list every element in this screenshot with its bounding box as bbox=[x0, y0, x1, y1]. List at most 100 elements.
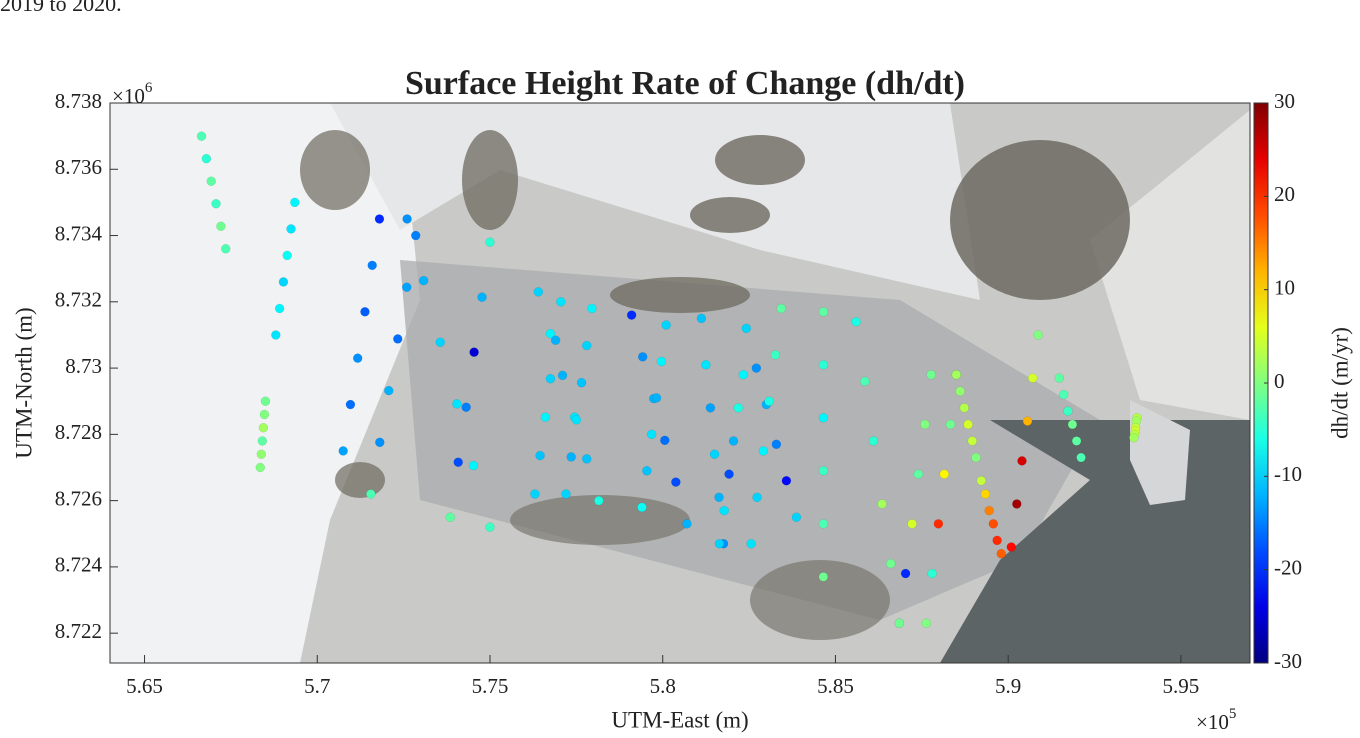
track-point bbox=[259, 409, 270, 420]
track-point bbox=[771, 439, 782, 450]
track-point bbox=[646, 429, 657, 440]
track-point bbox=[671, 477, 681, 487]
track-point bbox=[540, 412, 551, 422]
track-point bbox=[402, 214, 412, 224]
track-point bbox=[1022, 416, 1033, 426]
track-point bbox=[550, 335, 561, 346]
track-point bbox=[557, 370, 568, 381]
track-point bbox=[469, 347, 479, 357]
x-exponent-power: 5 bbox=[1229, 706, 1237, 722]
track-point bbox=[201, 153, 212, 164]
track-point bbox=[933, 519, 944, 529]
track-point bbox=[746, 538, 756, 549]
track-point bbox=[453, 457, 463, 467]
track-point bbox=[642, 466, 652, 476]
track-point bbox=[256, 449, 267, 459]
y-exponent-power: 6 bbox=[145, 80, 153, 96]
track-point bbox=[1129, 432, 1139, 443]
track-point bbox=[220, 244, 231, 254]
track-point bbox=[384, 385, 394, 396]
track-point bbox=[709, 449, 720, 459]
track-point bbox=[533, 287, 544, 297]
track-point bbox=[345, 399, 356, 410]
track-point bbox=[274, 303, 285, 314]
track-point bbox=[352, 353, 363, 363]
track-point bbox=[401, 282, 412, 292]
tracks bbox=[196, 131, 1142, 628]
track-point bbox=[945, 419, 956, 430]
track-point bbox=[682, 519, 692, 529]
track-point bbox=[211, 198, 221, 209]
track-point bbox=[206, 176, 216, 186]
plot-frame bbox=[109, 102, 1251, 664]
track-point bbox=[561, 489, 571, 499]
track-point bbox=[971, 452, 981, 463]
track-point bbox=[927, 568, 937, 579]
track-point bbox=[907, 519, 917, 529]
track-point bbox=[656, 356, 667, 367]
track-point bbox=[752, 492, 762, 503]
track-point bbox=[435, 337, 446, 347]
track-point bbox=[877, 499, 887, 509]
track-point bbox=[776, 303, 786, 314]
colorbar-tick-label: 20 bbox=[1274, 182, 1295, 206]
track-point bbox=[367, 260, 377, 271]
track-point bbox=[1067, 419, 1078, 430]
y-exponent: ×106 bbox=[112, 80, 153, 107]
track-point bbox=[818, 519, 829, 529]
track-point bbox=[926, 369, 936, 380]
track-point bbox=[733, 403, 744, 413]
x-tick-label: 5.8 bbox=[650, 674, 676, 698]
track-point bbox=[581, 454, 592, 464]
track-point bbox=[955, 386, 965, 397]
x-exponent-base: ×10 bbox=[1196, 710, 1229, 734]
colorbar-tick-label: 0 bbox=[1274, 369, 1285, 393]
track-point bbox=[988, 519, 999, 529]
track-point bbox=[900, 568, 911, 579]
track-point bbox=[485, 522, 495, 532]
x-tick-label: 5.95 bbox=[1163, 674, 1200, 698]
colorbar-tick-label: 30 bbox=[1274, 89, 1295, 113]
track-point bbox=[818, 466, 829, 476]
colorbar-tick-label: -20 bbox=[1274, 555, 1302, 579]
y-tick-label: 8.73 bbox=[65, 354, 102, 378]
track-point bbox=[366, 489, 376, 499]
track-point bbox=[338, 446, 348, 456]
track-point bbox=[996, 548, 1007, 559]
track-point bbox=[984, 505, 994, 516]
colorbar-tick-label: -10 bbox=[1274, 462, 1302, 486]
track-point bbox=[868, 436, 879, 446]
track-point bbox=[738, 369, 748, 380]
y-tick-label: 8.728 bbox=[55, 420, 102, 444]
track-point bbox=[770, 350, 781, 360]
chart-title: Surface Height Rate of Change (dh/dt) bbox=[405, 65, 965, 102]
track-point bbox=[781, 476, 792, 486]
track-point bbox=[375, 437, 385, 448]
track-point bbox=[714, 492, 724, 503]
track-point bbox=[260, 396, 271, 406]
track-point bbox=[587, 303, 597, 314]
track-point bbox=[1027, 373, 1038, 383]
track-point bbox=[967, 436, 978, 446]
track-point bbox=[410, 230, 421, 241]
y-tick-label: 8.724 bbox=[55, 553, 103, 577]
track-point bbox=[818, 307, 829, 317]
y-tick-label: 8.722 bbox=[55, 619, 102, 643]
track-point bbox=[637, 352, 648, 362]
track-point bbox=[290, 197, 300, 208]
track-point bbox=[418, 275, 429, 286]
track-point bbox=[1076, 452, 1086, 463]
track-point bbox=[701, 360, 711, 370]
track-point bbox=[530, 489, 540, 499]
track-point bbox=[894, 618, 905, 628]
track-point bbox=[921, 618, 932, 628]
track-point bbox=[626, 310, 637, 320]
x-tick-label: 5.9 bbox=[995, 674, 1021, 698]
track-point bbox=[992, 535, 1002, 546]
track-point bbox=[851, 316, 861, 327]
track-point bbox=[477, 292, 487, 302]
x-tick-label: 5.75 bbox=[472, 674, 509, 698]
track-point bbox=[1012, 499, 1022, 509]
track-point bbox=[660, 435, 670, 446]
